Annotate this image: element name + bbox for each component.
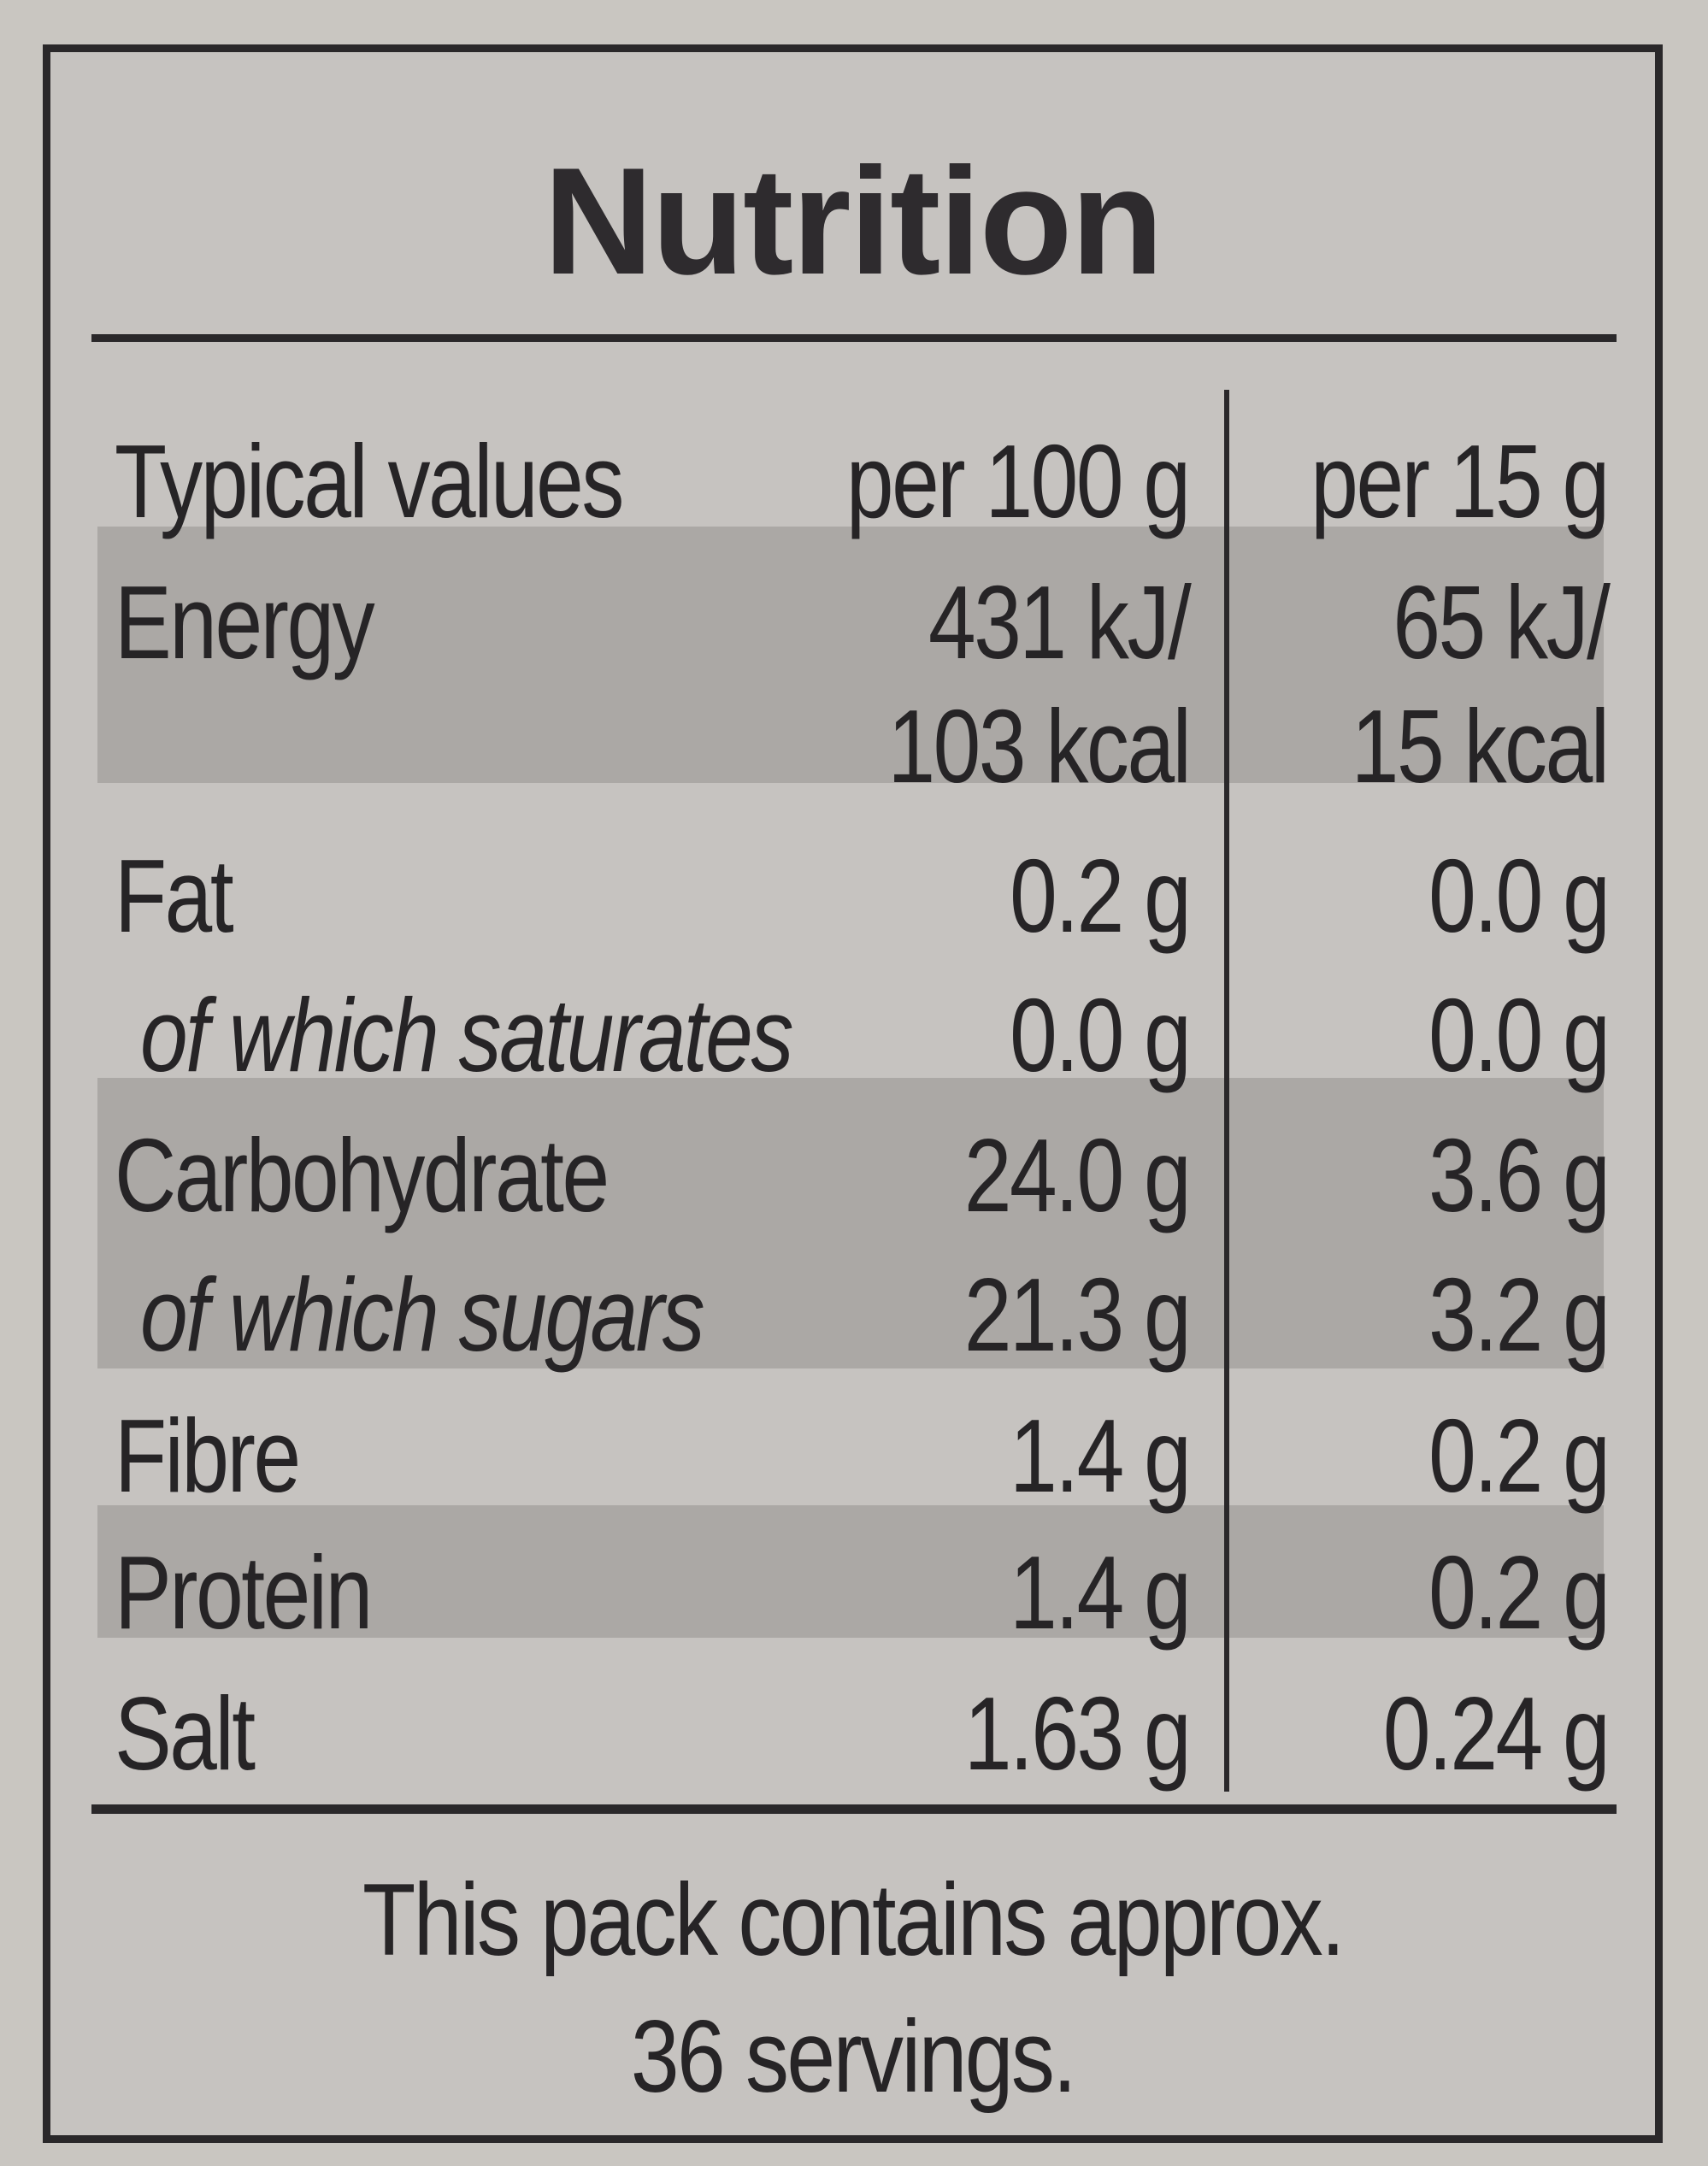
shaded-band-carbohydrate xyxy=(97,1078,1604,1368)
servings-note-line2: 36 servings. xyxy=(630,1999,1077,2114)
row-per100: 1.63 g xyxy=(963,1675,1192,1792)
row-nutrient: Salt xyxy=(115,1675,256,1792)
row-per100: 24.0 g xyxy=(963,1117,1192,1233)
row-perserving: 0.2 g xyxy=(1428,1398,1611,1514)
row-perserving: 15 kcal xyxy=(1352,688,1610,804)
title-divider xyxy=(91,334,1617,342)
column-divider xyxy=(1224,390,1229,1792)
row-nutrient: Energy xyxy=(115,564,375,680)
row-per100: 1.4 g xyxy=(1009,1398,1192,1514)
table-row: Fat 0.2 g 0.0 g xyxy=(50,826,1655,967)
servings-note: This pack contains approx. 36 servings. xyxy=(50,1851,1655,2125)
row-perserving: 3.6 g xyxy=(1428,1117,1611,1233)
row-perserving: 0.2 g xyxy=(1428,1534,1611,1651)
row-per100: 0.0 g xyxy=(1009,977,1192,1093)
nutrition-label: Nutrition Typical values per 100 g per 1… xyxy=(43,44,1663,2143)
header-per100: per 100 g xyxy=(846,423,1191,539)
table-header-row: Typical values per 100 g per 15 g xyxy=(50,411,1655,552)
row-nutrient: of which saturates xyxy=(140,977,793,1093)
shaded-band-energy xyxy=(97,527,1604,783)
table-row: Protein 1.4 g 0.2 g xyxy=(50,1522,1655,1663)
footer-divider xyxy=(91,1804,1617,1814)
row-perserving: 0.0 g xyxy=(1428,977,1611,1093)
row-per100: 0.2 g xyxy=(1009,838,1192,954)
row-per100: 431 kJ/ xyxy=(928,564,1192,680)
row-nutrient: Protein xyxy=(115,1534,373,1651)
row-nutrient: Fat xyxy=(115,838,234,954)
row-per100: 103 kcal xyxy=(887,688,1191,804)
row-nutrient: Carbohydrate xyxy=(115,1117,610,1233)
table-row: 103 kcal 15 kcal xyxy=(50,676,1655,817)
table-row: Fibre 1.4 g 0.2 g xyxy=(50,1386,1655,1527)
header-perserving: per 15 g xyxy=(1310,423,1611,539)
row-perserving: 3.2 g xyxy=(1428,1257,1611,1373)
table-row: of which saturates 0.0 g 0.0 g xyxy=(50,965,1655,1106)
row-perserving: 65 kJ/ xyxy=(1392,564,1611,680)
servings-note-line1: This pack contains approx. xyxy=(362,1863,1346,1977)
row-per100: 1.4 g xyxy=(1009,1534,1192,1651)
table-row: of which sugars 21.3 g 3.2 g xyxy=(50,1245,1655,1386)
row-nutrient: Fibre xyxy=(115,1398,301,1514)
shaded-band-protein xyxy=(97,1505,1604,1638)
table-row: Salt 1.63 g 0.24 g xyxy=(50,1663,1655,1804)
row-perserving: 0.0 g xyxy=(1428,838,1611,954)
row-perserving: 0.24 g xyxy=(1382,1675,1611,1792)
table-row: Energy 431 kJ/ 65 kJ/ xyxy=(50,552,1655,693)
header-nutrient: Typical values xyxy=(115,423,624,539)
row-nutrient: of which sugars xyxy=(140,1257,705,1373)
label-title: Nutrition xyxy=(543,136,1163,306)
table-row: Carbohydrate 24.0 g 3.6 g xyxy=(50,1105,1655,1246)
row-per100: 21.3 g xyxy=(963,1257,1192,1373)
